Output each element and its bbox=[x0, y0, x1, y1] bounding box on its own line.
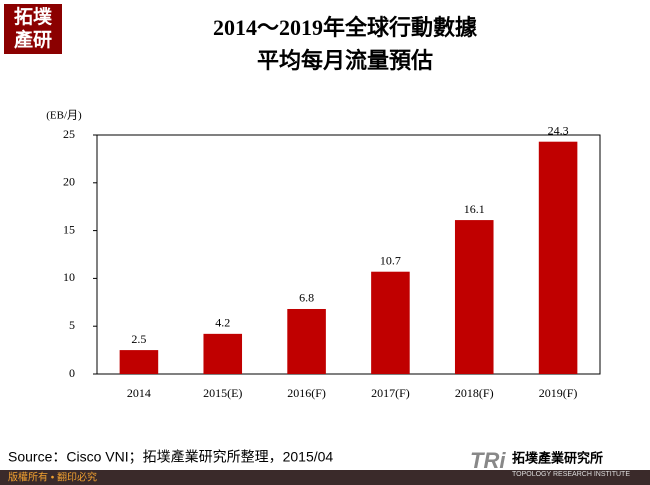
bar bbox=[454, 220, 494, 374]
brand-english: TOPOLOGY RESEARCH INSTITUTE bbox=[512, 471, 630, 478]
bar bbox=[287, 308, 326, 374]
footer: 版權所有 • 翻印必究 bbox=[8, 471, 97, 484]
logo-text: 拓墣 bbox=[14, 5, 52, 28]
y-tick-label: 25 bbox=[63, 127, 75, 141]
x-tick-label: 2018(F) bbox=[455, 386, 494, 400]
value-label: 16.1 bbox=[464, 202, 485, 216]
bar bbox=[371, 271, 410, 374]
y-tick-label: 20 bbox=[63, 175, 75, 189]
brand-mark: TRi bbox=[470, 448, 506, 473]
logo-box bbox=[4, 4, 62, 54]
x-tick-label: 2014 bbox=[127, 386, 151, 400]
brand-name: 拓墣產業研究所 bbox=[512, 450, 603, 465]
plot-frame bbox=[96, 134, 601, 375]
logo-text: 產研 bbox=[14, 28, 52, 51]
chart-title: 2014～2019年全球行動數據 bbox=[213, 15, 478, 40]
y-tick-label: 0 bbox=[69, 366, 75, 380]
bar bbox=[538, 141, 578, 374]
source: Source：Cisco VNI；拓墣產業研究所整理，2015/04 bbox=[8, 449, 333, 466]
value-label: 2.5 bbox=[131, 332, 146, 346]
y-tick-label: 5 bbox=[69, 318, 75, 332]
bar bbox=[203, 333, 243, 374]
x-tick-label: 2017(F) bbox=[371, 386, 410, 400]
value-label: 6.8 bbox=[299, 291, 314, 305]
x-tick-label: 2019(F) bbox=[539, 386, 578, 400]
bar bbox=[119, 350, 159, 374]
value-label: 4.2 bbox=[215, 316, 230, 330]
y-tick-label: 10 bbox=[63, 270, 75, 284]
x-tick-label: 2016(F) bbox=[287, 386, 326, 400]
value-label: 10.7 bbox=[380, 253, 401, 267]
value-label: 24.3 bbox=[548, 123, 569, 137]
chart-title: 平均每月流量預估 bbox=[257, 48, 433, 73]
footer-bar bbox=[0, 470, 650, 485]
x-tick-label: 2015(E) bbox=[203, 386, 242, 400]
y-tick-label: 15 bbox=[63, 222, 75, 236]
y-axis-label: (EB/月) bbox=[46, 110, 82, 122]
